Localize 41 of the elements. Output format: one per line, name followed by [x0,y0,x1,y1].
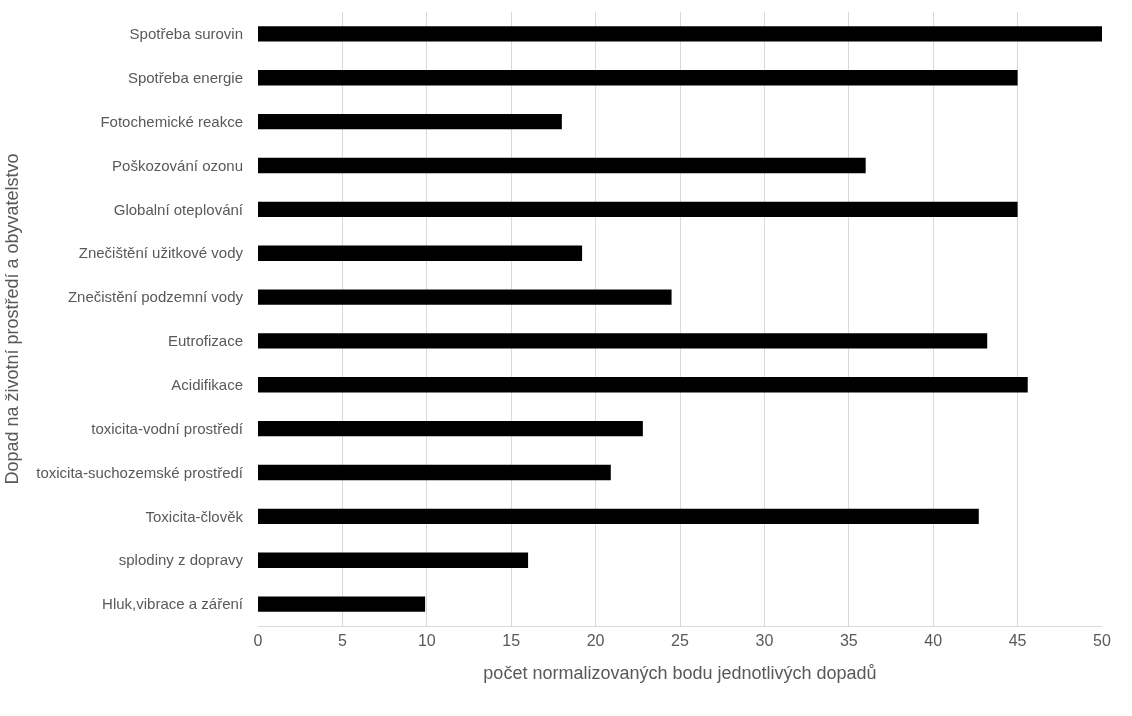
y-tick-label: Poškozování ozonu [112,156,243,174]
bar [258,26,1102,42]
y-tick-label: splodiny z dopravy [118,551,244,569]
y-tick-label: Eutrofizace [167,332,243,350]
x-tick-label: 15 [502,632,521,650]
x-tick-label: 30 [755,632,774,650]
y-tick-label: Fotochemické reakce [100,112,243,130]
x-tick-label: 45 [1008,632,1027,650]
y-tick-label: Spotřeba energie [127,69,243,87]
bar [258,596,426,612]
y-tick-label: Globalní oteplování [113,200,244,218]
y-tick-label: Acidifikace [171,376,243,394]
bar [258,70,1018,86]
y-tick-label: Znečištění užitkové vody [78,244,244,262]
y-tick-label: toxicita-vodní prostředí [91,419,244,437]
y-tick-label: Spotřeba surovin [129,25,243,43]
bar [258,289,672,305]
x-tick-label: 25 [671,632,689,650]
x-axis-title: počet normalizovaných bodu jednotlivých dopadů [483,663,877,684]
bar [258,420,643,437]
y-tick-label: Toxicita-člověk [145,507,244,525]
y-tick-label: Znečistění podzemní vody [67,288,244,306]
x-tick-label: 35 [839,632,858,650]
x-tick-label: 0 [253,632,263,650]
bar [258,201,1018,218]
y-axis-title: Dopad na životní prostředí a obyvatelstvo [2,153,23,485]
bar [258,157,866,174]
y-tick-label: toxicita-suchozemské prostředí [36,463,244,481]
x-tick-label: 40 [924,632,943,650]
bar [258,113,562,130]
bar [258,377,1028,393]
bar [258,245,583,261]
x-tick-label: 50 [1093,632,1111,650]
bar [258,508,979,525]
bar [258,552,529,568]
x-tick-label: 10 [417,632,436,650]
x-tick-label: 20 [586,632,605,650]
bar [258,464,611,481]
x-tick-label: 5 [337,632,347,650]
bar [258,333,988,349]
y-tick-label: Hluk,vibrace a záření [102,595,244,613]
